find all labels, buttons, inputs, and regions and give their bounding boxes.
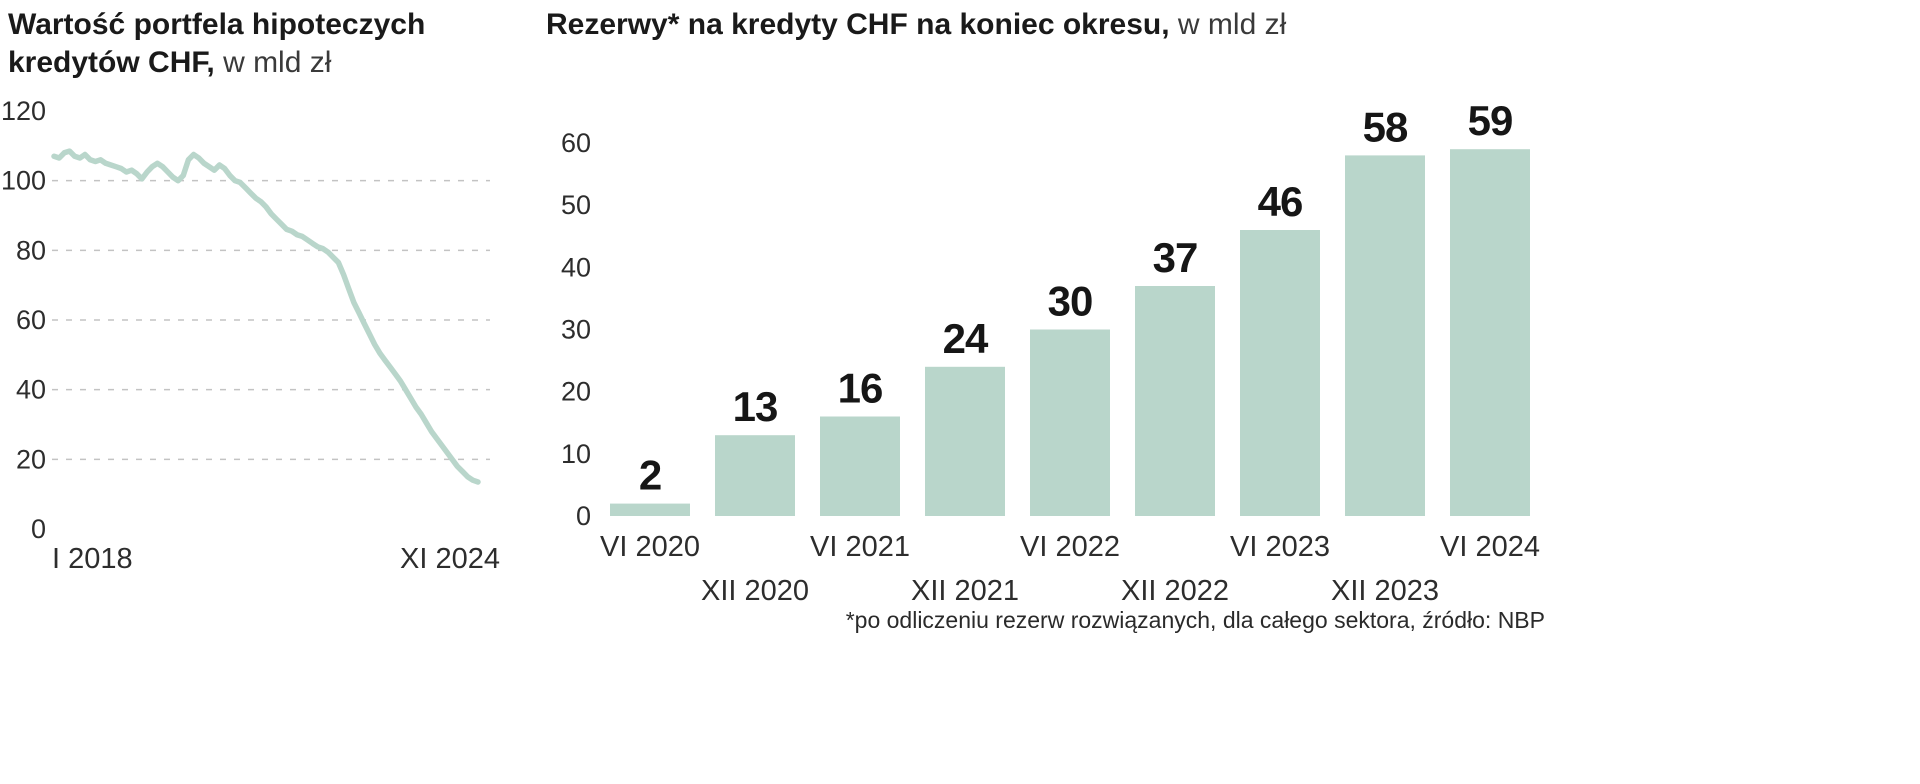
svg-text:VI 2021: VI 2021 bbox=[810, 531, 910, 563]
svg-text:16: 16 bbox=[838, 365, 883, 412]
svg-text:24: 24 bbox=[943, 315, 989, 362]
svg-text:0: 0 bbox=[31, 514, 46, 544]
svg-text:30: 30 bbox=[561, 315, 591, 345]
bar-chart: 0 10 20 30 40 50 60 2 VI 2020 13 XII 2020 16 VI 2021… bbox=[561, 97, 1540, 607]
svg-text:60: 60 bbox=[16, 305, 46, 335]
svg-text:60: 60 bbox=[561, 128, 591, 158]
line-chart: 0 20 40 60 80 100 120 I 2018 XI 2024 bbox=[1, 96, 500, 575]
svg-text:40: 40 bbox=[16, 375, 46, 405]
svg-text:120: 120 bbox=[1, 96, 46, 126]
svg-text:VI 2022: VI 2022 bbox=[1020, 531, 1120, 563]
svg-text:VI 2023: VI 2023 bbox=[1230, 531, 1330, 563]
svg-text:100: 100 bbox=[1, 166, 46, 196]
line-chart-title: Wartość portfela hipoteczych kredytów CH… bbox=[8, 6, 468, 83]
svg-text:58: 58 bbox=[1363, 103, 1408, 150]
line-chart-title-main: Wartość portfela hipoteczych kredytów CH… bbox=[8, 8, 426, 80]
svg-text:50: 50 bbox=[561, 190, 591, 220]
line-chart-title-unit: w mld zł bbox=[223, 46, 332, 80]
svg-text:46: 46 bbox=[1258, 178, 1303, 225]
svg-text:40: 40 bbox=[561, 252, 591, 282]
svg-text:2: 2 bbox=[639, 452, 661, 499]
svg-text:13: 13 bbox=[733, 383, 778, 430]
svg-text:I 2018: I 2018 bbox=[52, 543, 133, 575]
svg-text:VI 2024: VI 2024 bbox=[1440, 531, 1540, 563]
svg-text:XII 2020: XII 2020 bbox=[701, 575, 809, 607]
svg-text:59: 59 bbox=[1468, 97, 1513, 144]
svg-text:20: 20 bbox=[16, 444, 46, 474]
svg-text:XII 2021: XII 2021 bbox=[911, 575, 1019, 607]
svg-text:20: 20 bbox=[561, 377, 591, 407]
svg-text:80: 80 bbox=[16, 235, 46, 265]
bar-chart-title: Rezerwy* na kredyty CHF na koniec okresu… bbox=[546, 6, 1526, 44]
svg-text:0: 0 bbox=[576, 501, 591, 531]
svg-text:37: 37 bbox=[1153, 234, 1198, 281]
svg-text:30: 30 bbox=[1048, 278, 1093, 325]
svg-text:10: 10 bbox=[561, 439, 591, 469]
svg-text:XI 2024: XI 2024 bbox=[400, 543, 500, 575]
svg-text:VI 2020: VI 2020 bbox=[600, 531, 700, 563]
svg-text:XII 2023: XII 2023 bbox=[1331, 575, 1439, 607]
bar-chart-title-main: Rezerwy* na kredyty CHF na koniec okresu… bbox=[546, 8, 1170, 41]
footnote: *po odliczeniu rezerw rozwiązanych, dla … bbox=[845, 607, 1545, 633]
svg-text:XII 2022: XII 2022 bbox=[1121, 575, 1229, 607]
bar-chart-title-unit: w mld zł bbox=[1177, 8, 1287, 41]
